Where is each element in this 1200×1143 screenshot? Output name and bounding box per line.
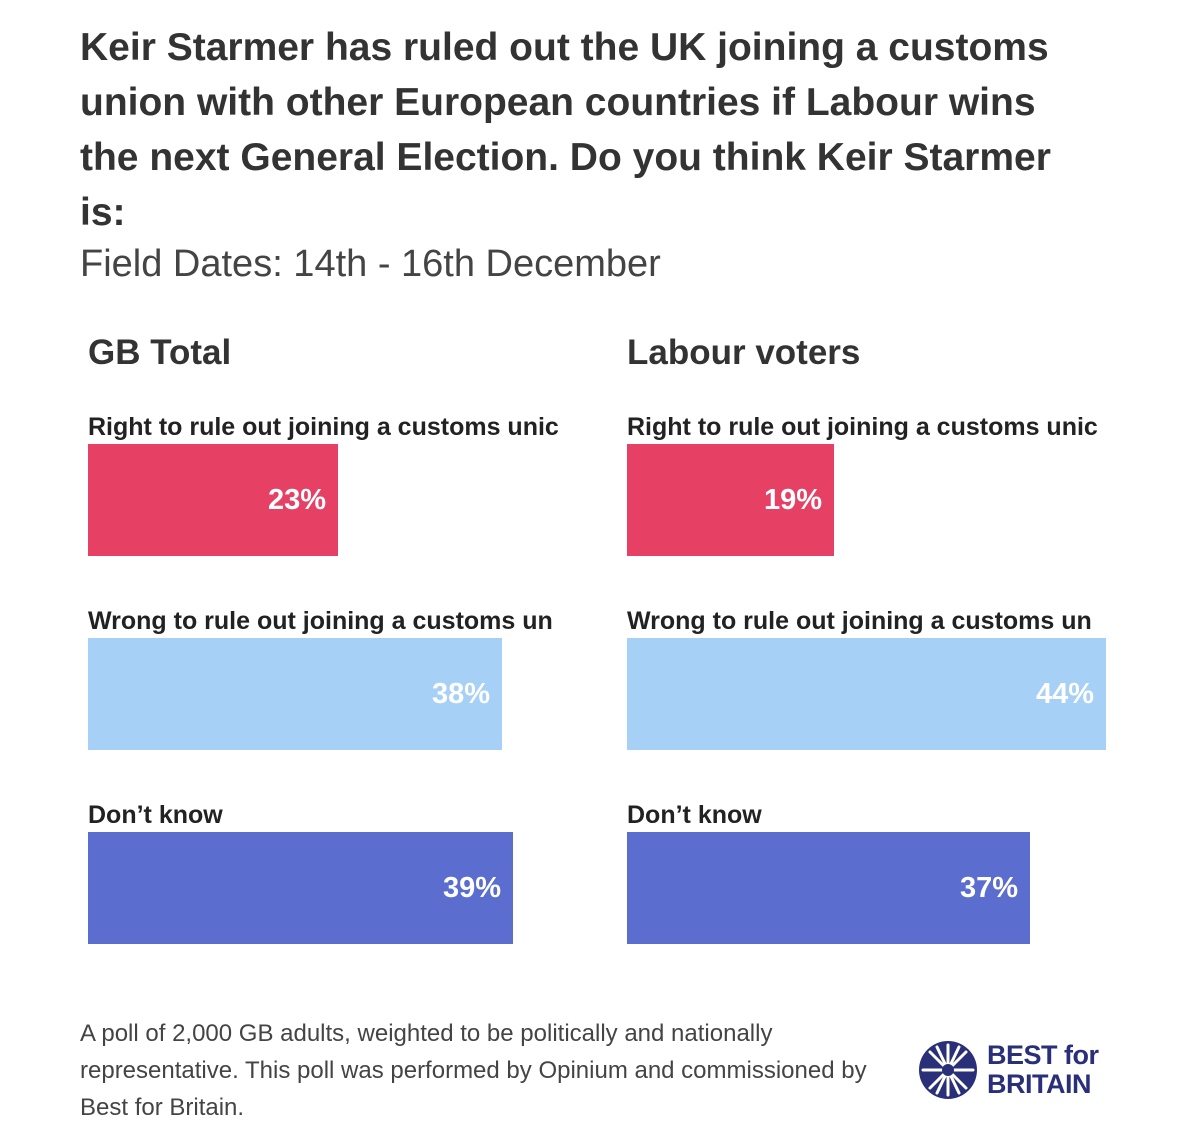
category-label: Right to rule out joining a customs unic <box>627 413 1098 441</box>
bar-dont-know: 37% <box>627 832 1030 944</box>
category-label: Wrong to rule out joining a customs un <box>88 607 553 635</box>
logo-line-1: BEST for <box>987 1040 1099 1070</box>
bar-row-right: Right to rule out joining a customs unic… <box>627 410 1117 604</box>
value-label: 23% <box>267 483 326 516</box>
logo-text: BEST for BRITAIN <box>987 1041 1099 1099</box>
category-label: Don’t know <box>88 801 223 829</box>
best-for-britain-logo: BEST for BRITAIN <box>917 1035 1117 1105</box>
panel-gb-total: GB Total Right to rule out joining a cus… <box>88 330 578 992</box>
value-label: 38% <box>431 677 490 710</box>
bar-dont-know: 39% <box>88 832 513 944</box>
panel-title: Labour voters <box>627 333 861 372</box>
chart-title: Keir Starmer has ruled out the UK joinin… <box>80 26 1051 234</box>
category-label: Don’t know <box>627 801 762 829</box>
footnote: A poll of 2,000 GB adults, weighted to b… <box>80 1020 867 1121</box>
bar-row-wrong: Wrong to rule out joining a customs un 3… <box>88 604 578 798</box>
bar-wrong: 44% <box>627 638 1106 750</box>
bar-row-dont-know: Don’t know 37% <box>627 798 1117 992</box>
panel-labour-voters: Labour voters Right to rule out joining … <box>627 330 1117 992</box>
value-label: 19% <box>763 483 822 516</box>
value-label: 37% <box>959 871 1018 904</box>
bar-row-right: Right to rule out joining a customs unic… <box>88 410 578 604</box>
field-dates: Field Dates: 14th - 16th December <box>80 243 661 285</box>
union-flag-icon <box>919 1041 977 1099</box>
bar-wrong: 38% <box>88 638 502 750</box>
panel-title: GB Total <box>88 333 232 372</box>
category-label: Right to rule out joining a customs unic <box>88 413 559 441</box>
category-label: Wrong to rule out joining a customs un <box>627 607 1092 635</box>
logo-line-2: BRITAIN <box>987 1069 1091 1099</box>
bar-row-dont-know: Don’t know 39% <box>88 798 578 992</box>
value-label: 44% <box>1035 677 1094 710</box>
bar-row-wrong: Wrong to rule out joining a customs un 4… <box>627 604 1117 798</box>
bar-right: 19% <box>627 444 834 556</box>
value-label: 39% <box>442 871 501 904</box>
bar-right: 23% <box>88 444 338 556</box>
